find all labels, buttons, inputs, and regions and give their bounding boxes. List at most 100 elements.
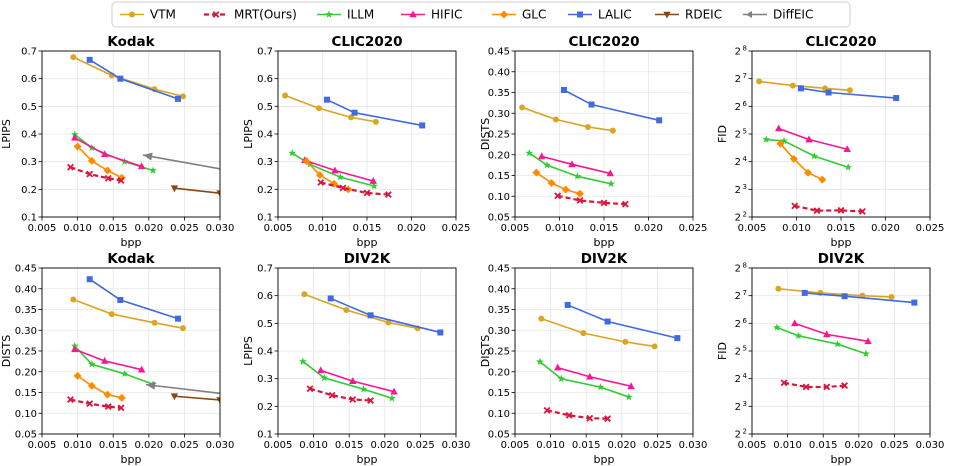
series-lalic <box>323 96 426 129</box>
data-point <box>888 294 895 301</box>
y-tick-label: 8 <box>743 262 747 270</box>
data-point <box>607 179 615 188</box>
series-line <box>174 395 220 401</box>
series-line <box>766 138 849 168</box>
y-tick-label: 0.35 <box>15 305 37 316</box>
series-lalic <box>801 289 918 306</box>
data-point <box>388 394 396 402</box>
y-tick-label: 0.40 <box>15 284 37 295</box>
data-point <box>103 166 112 175</box>
y-tick-label: 6 <box>743 317 748 325</box>
data-point <box>315 170 324 179</box>
x-axis-label: bpp <box>594 236 615 249</box>
series-line <box>70 398 122 409</box>
data-point <box>606 169 614 177</box>
series-line <box>73 298 184 329</box>
y-tick-label: 0.40 <box>488 284 510 295</box>
series-line <box>89 59 179 100</box>
plot-area <box>773 285 918 391</box>
y-axis-label: LPIPS <box>242 119 255 149</box>
y-tick-label: 0.40 <box>488 67 510 78</box>
data-point <box>117 177 125 184</box>
data-point <box>70 296 77 303</box>
x-tick-label: 0.025 <box>170 223 199 234</box>
series-line <box>330 297 441 334</box>
data-point <box>841 293 848 300</box>
legend-marker <box>212 11 220 18</box>
x-tick-label: 0.020 <box>370 440 399 451</box>
y-tick-label: 0.10 <box>488 409 510 420</box>
y-tick-label: 0.1 <box>21 213 37 224</box>
y-tick-label: 6 <box>743 100 748 108</box>
y-tick-label-base: 2 <box>735 264 741 275</box>
data-point <box>174 95 181 102</box>
y-tick-label: 0.20 <box>488 150 510 161</box>
data-point <box>88 360 96 368</box>
y-tick-label-base: 2 <box>735 374 741 385</box>
y-tick-label: 0.6 <box>257 291 273 302</box>
data-point <box>810 152 819 160</box>
series-diffeic <box>142 152 220 170</box>
series-line <box>142 154 220 170</box>
x-tick-label: 0.005 <box>501 440 530 451</box>
y-tick-label: 0.15 <box>488 171 510 182</box>
x-tick-label: 0.010 <box>63 223 92 234</box>
data-point <box>327 295 334 302</box>
series-glc <box>776 139 827 184</box>
series-hific <box>71 345 146 373</box>
series-lalic <box>560 87 663 124</box>
data-point <box>419 122 426 129</box>
data-point <box>557 374 566 383</box>
x-tick-label: 0.005 <box>28 223 57 234</box>
panel-title: CLIC2020 <box>568 34 639 50</box>
data-point <box>317 178 325 186</box>
x-axis-label: bpp <box>831 453 852 466</box>
x-tick-label: 0.005 <box>501 223 530 234</box>
series-line <box>74 348 142 371</box>
y-tick-label: 0.05 <box>488 430 510 441</box>
data-point <box>580 330 587 337</box>
y-tick-label: 0.1 <box>257 430 273 441</box>
y-tick-label-base: 2 <box>735 157 741 168</box>
series-vtm <box>519 104 616 134</box>
data-point <box>149 166 157 174</box>
series-illm <box>762 135 852 171</box>
series-line <box>89 278 179 320</box>
series-mrt-ours <box>317 178 392 199</box>
data-point <box>554 192 562 200</box>
data-point <box>789 82 796 89</box>
legend-item-lalic: LALIC <box>568 8 632 22</box>
data-point <box>794 331 803 340</box>
x-tick-label: 0.020 <box>844 440 873 451</box>
data-point <box>536 357 544 366</box>
series-line <box>77 375 122 399</box>
data-point <box>315 105 322 112</box>
data-point <box>372 118 379 125</box>
y-axis-label: LPIPS <box>242 336 255 366</box>
y-tick-label: 0.20 <box>15 367 37 378</box>
y-tick-label: 0.5 <box>257 102 273 113</box>
series-illm <box>299 357 396 402</box>
y-axis-label: DISTS <box>0 335 13 367</box>
plot-area <box>67 276 220 412</box>
data-point <box>780 379 788 387</box>
data-point <box>543 406 551 414</box>
series-mrt-ours <box>306 385 374 404</box>
y-tick-label-base: 2 <box>735 102 741 113</box>
data-point <box>802 383 810 391</box>
data-point <box>651 343 658 350</box>
data-point <box>586 372 594 380</box>
y-tick-label: 0.3 <box>21 157 37 168</box>
data-point <box>179 93 186 100</box>
data-point <box>86 400 94 408</box>
series-glc <box>532 168 584 198</box>
data-point <box>554 363 562 371</box>
x-tick-label: 0.025 <box>442 223 471 234</box>
y-tick-label: 0.45 <box>488 264 510 275</box>
y-axis-label: DISTS <box>479 335 492 367</box>
data-point <box>552 116 559 123</box>
plot-area <box>282 92 426 199</box>
series-line <box>539 361 630 398</box>
data-point <box>604 415 611 423</box>
